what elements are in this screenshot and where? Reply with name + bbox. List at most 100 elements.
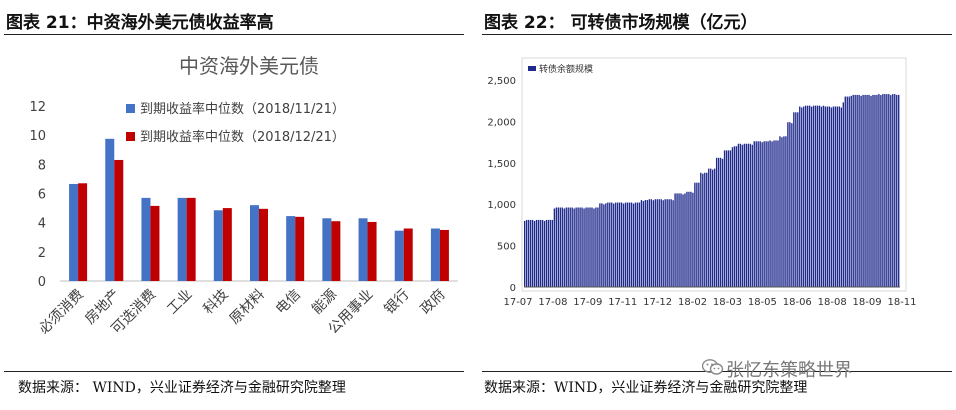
x-tick-label: 17-11 bbox=[608, 297, 637, 308]
value-bar-166 bbox=[852, 94, 854, 288]
value-bar-78 bbox=[678, 193, 680, 287]
value-bar-25 bbox=[573, 208, 575, 287]
value-bar-113 bbox=[747, 143, 749, 287]
value-bar-179 bbox=[878, 94, 880, 287]
left-source-note: 数据来源： WIND，兴业证券经济与金融研究院整理 bbox=[18, 380, 346, 396]
value-bar-178 bbox=[876, 94, 878, 288]
value-bar-182 bbox=[884, 94, 886, 287]
category-label: 电信 bbox=[273, 287, 304, 318]
value-bar-156 bbox=[832, 106, 835, 287]
value-bar-34 bbox=[591, 207, 593, 287]
value-bar-50 bbox=[622, 203, 625, 287]
value-bar-148 bbox=[816, 105, 819, 287]
category-label: 必须消费 bbox=[36, 287, 87, 338]
value-bar-176 bbox=[872, 94, 874, 288]
bar-1-4 bbox=[213, 210, 223, 281]
value-bar-62 bbox=[646, 200, 649, 287]
value-bar-117 bbox=[755, 141, 757, 287]
value-bar-18 bbox=[559, 207, 561, 287]
value-bar-65 bbox=[652, 200, 655, 287]
value-bar-89 bbox=[700, 172, 702, 287]
value-bar-145 bbox=[810, 106, 813, 288]
value-bar-118 bbox=[757, 141, 759, 287]
value-bar-160 bbox=[840, 107, 843, 288]
bar-2-0 bbox=[78, 183, 88, 281]
value-bar-128 bbox=[777, 140, 779, 287]
value-bar-108 bbox=[737, 143, 740, 287]
value-bar-81 bbox=[684, 193, 686, 287]
value-bar-20 bbox=[563, 208, 565, 287]
value-bar-188 bbox=[896, 94, 898, 288]
value-bar-13 bbox=[549, 219, 552, 287]
x-tick-label: 18-09 bbox=[853, 297, 882, 308]
value-bar-8 bbox=[539, 219, 542, 287]
value-bar-165 bbox=[850, 95, 852, 287]
value-bar-125 bbox=[771, 141, 773, 287]
value-bar-101 bbox=[723, 150, 726, 287]
y-tick-label: 500 bbox=[497, 242, 516, 253]
value-bar-92 bbox=[706, 172, 708, 287]
value-bar-67 bbox=[656, 199, 658, 287]
value-bar-57 bbox=[636, 202, 639, 287]
value-bar-110 bbox=[741, 144, 744, 287]
y-tick-label: 1,000 bbox=[487, 200, 516, 211]
plot-frame bbox=[521, 57, 907, 292]
value-bar-43 bbox=[609, 202, 611, 287]
value-bar-56 bbox=[634, 202, 637, 287]
y-tick-label: 1,500 bbox=[487, 159, 516, 170]
value-bar-7 bbox=[537, 219, 540, 287]
value-bar-149 bbox=[818, 105, 821, 287]
value-bar-28 bbox=[579, 207, 581, 287]
value-bar-97 bbox=[715, 157, 718, 287]
value-bar-146 bbox=[812, 105, 815, 287]
value-bar-168 bbox=[856, 94, 858, 288]
value-bar-11 bbox=[545, 219, 548, 287]
value-bar-116 bbox=[753, 141, 755, 287]
value-bar-59 bbox=[640, 200, 643, 287]
value-bar-105 bbox=[731, 147, 734, 287]
chart-title: 中资海外美元债 bbox=[179, 54, 319, 78]
value-bar-161 bbox=[842, 102, 844, 287]
x-tick-label: 18-08 bbox=[818, 297, 847, 308]
value-bar-164 bbox=[848, 96, 850, 287]
y-tick-label: 6 bbox=[38, 188, 46, 203]
value-bar-64 bbox=[650, 199, 653, 287]
value-bar-35 bbox=[593, 208, 595, 287]
y-tick-label: 4 bbox=[38, 217, 46, 232]
value-bar-17 bbox=[557, 207, 560, 287]
value-bar-181 bbox=[882, 94, 884, 287]
value-bar-94 bbox=[710, 168, 712, 287]
category-label: 科技 bbox=[201, 287, 232, 318]
value-bar-111 bbox=[743, 143, 746, 287]
value-bar-15 bbox=[553, 208, 556, 287]
value-bar-79 bbox=[680, 193, 682, 287]
x-tick-label: 18-06 bbox=[783, 297, 812, 308]
value-bar-136 bbox=[793, 112, 795, 288]
value-bar-170 bbox=[860, 95, 862, 287]
left-title-rule bbox=[4, 34, 464, 35]
value-bar-180 bbox=[880, 95, 882, 287]
value-bar-155 bbox=[830, 107, 833, 288]
bar-2-1 bbox=[114, 159, 124, 281]
value-bar-185 bbox=[890, 95, 892, 287]
bar-1-8 bbox=[358, 218, 368, 281]
value-bar-32 bbox=[587, 207, 589, 287]
value-bar-44 bbox=[611, 202, 613, 287]
value-bar-115 bbox=[751, 144, 753, 287]
value-bar-1 bbox=[525, 219, 528, 287]
value-bar-88 bbox=[698, 182, 700, 287]
bar-2-8 bbox=[367, 221, 377, 281]
value-bar-80 bbox=[682, 194, 684, 287]
value-bar-131 bbox=[783, 136, 785, 287]
value-bar-91 bbox=[704, 172, 706, 287]
value-bar-99 bbox=[719, 157, 722, 287]
value-bar-177 bbox=[874, 94, 876, 288]
x-tick-label: 18-11 bbox=[887, 297, 916, 308]
value-bar-0 bbox=[524, 220, 526, 287]
x-tick-label: 18-02 bbox=[678, 297, 707, 308]
value-bar-184 bbox=[888, 94, 890, 287]
value-bar-74 bbox=[670, 199, 672, 287]
category-label: 政府 bbox=[418, 287, 449, 318]
value-bar-107 bbox=[735, 146, 738, 287]
